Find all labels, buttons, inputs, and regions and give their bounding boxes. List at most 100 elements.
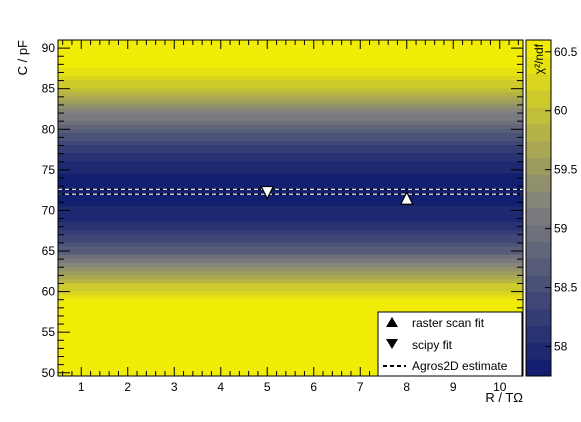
heatmap-band: [58, 189, 523, 194]
colorbar-frame: [525, 39, 552, 377]
heatmap-band: [58, 96, 523, 101]
colorbar-cell: [526, 359, 551, 377]
colorbar-cell: [526, 224, 551, 242]
y-tick-label: 60: [42, 285, 56, 299]
heatmap-band: [58, 67, 523, 73]
x-tick-label: 6: [310, 380, 317, 394]
colorbar-label: χ²/ndf: [532, 43, 546, 74]
heatmap-band: [58, 258, 523, 263]
heatmap-band: [58, 266, 523, 271]
raster-scan-fit-marker: [399, 190, 414, 205]
x-tick-label: 9: [450, 380, 457, 394]
heatmap-band: [58, 298, 523, 304]
heatmap-band: [58, 302, 523, 308]
heatmap-band: [58, 221, 523, 227]
heatmap-band: [58, 47, 523, 52]
legend-entry-raster: raster scan fit: [386, 316, 485, 330]
legend-entry-agros: Agros2D estimate: [383, 359, 508, 373]
heatmap-band: [58, 262, 523, 267]
heatmap-band: [58, 286, 523, 292]
heatmap-band: [58, 311, 523, 316]
heatmap-band: [58, 181, 523, 186]
colorbar-cell: [526, 90, 551, 108]
heatmap-band: [58, 116, 523, 121]
heatmap-band: [58, 367, 523, 373]
heatmap-band: [58, 274, 523, 280]
heatmap-band: [58, 323, 523, 328]
colorbar-cell: [526, 241, 551, 259]
y-tick-label: 65: [42, 244, 56, 258]
heatmap-band: [58, 156, 523, 162]
colorbar-cell: [526, 140, 551, 158]
heatmap-band: [58, 51, 523, 56]
reference-lines: [58, 188, 523, 195]
heatmap-band: [58, 40, 523, 44]
heatmap-band: [58, 315, 523, 320]
heatmap-band: [58, 250, 523, 255]
heatmap-band: [58, 270, 523, 275]
colorbar-cell: [526, 174, 551, 192]
colorbar-cell: [526, 325, 551, 343]
legend-triangle-down-icon: [386, 339, 398, 349]
heatmap-band: [58, 100, 523, 105]
heatmap-band: [58, 132, 523, 137]
heatmap-band: [58, 63, 523, 68]
y-tick-label: 90: [42, 41, 56, 55]
x-tick-label: 7: [357, 380, 364, 394]
y-tick-label: 80: [42, 122, 56, 136]
x-tick-label: 5: [264, 380, 271, 394]
heatmap-band: [58, 254, 523, 259]
heatmap-band: [58, 331, 523, 336]
heatmap-band: [58, 91, 523, 97]
colorbar-cell: [526, 73, 551, 91]
colorbar: 58 58.5 59 59.5 60 60.5 χ²/ndf: [525, 39, 578, 377]
heatmap-band: [58, 363, 523, 369]
colorbar-tick-label: 59.5: [554, 163, 578, 177]
colorbar-tick-label: 58.5: [554, 281, 578, 295]
heatmap-band: [58, 177, 523, 182]
colorbar-cell: [526, 40, 551, 58]
heatmap-band: [58, 87, 523, 93]
heatmap-band: [58, 213, 523, 219]
y-tick-label: 55: [42, 325, 56, 339]
legend-box: [377, 311, 523, 377]
heatmap-band: [58, 359, 523, 365]
y-tick-label: 75: [42, 163, 56, 177]
x-tick-label: 10: [493, 380, 507, 394]
colorbar-cell: [526, 107, 551, 125]
heatmap-band: [58, 335, 523, 340]
heatmap-band: [58, 355, 523, 361]
x-tick-label: 4: [217, 380, 224, 394]
legend-entry-scipy: scipy fit: [386, 338, 453, 352]
heatmap-band: [58, 205, 523, 211]
colorbar-tick-label: 59: [554, 222, 568, 236]
x-tick-label: 8: [403, 380, 410, 394]
heatmap-band: [58, 112, 523, 117]
heatmap-band: [58, 278, 523, 284]
colorbar-cell: [526, 308, 551, 326]
heatmap-band: [58, 108, 523, 113]
colorbar-cell: [526, 292, 551, 310]
colorbar-cell: [526, 191, 551, 209]
x-tick-label: 3: [171, 380, 178, 394]
heatmap-band: [58, 43, 523, 48]
heatmap-band: [58, 242, 523, 247]
legend-label-agros: Agros2D estimate: [412, 359, 508, 373]
heatmap-band: [58, 128, 523, 133]
heatmap-band: [58, 173, 523, 178]
heatmap-band: [58, 124, 523, 129]
heatmap-band: [58, 144, 523, 150]
colorbar-cell: [526, 258, 551, 276]
colorbar-cell: [526, 342, 551, 360]
heatmap-band: [58, 185, 523, 190]
colorbar-cell: [526, 124, 551, 142]
heatmap-band: [58, 160, 523, 166]
heatmap-band: [58, 152, 523, 158]
heatmap-band: [58, 59, 523, 64]
colorbar-cell: [526, 208, 551, 226]
y-axis-label: C / pF: [15, 40, 30, 75]
heatmap-band: [58, 136, 523, 142]
heatmap-band: [58, 327, 523, 332]
colorbar-cell: [526, 275, 551, 293]
